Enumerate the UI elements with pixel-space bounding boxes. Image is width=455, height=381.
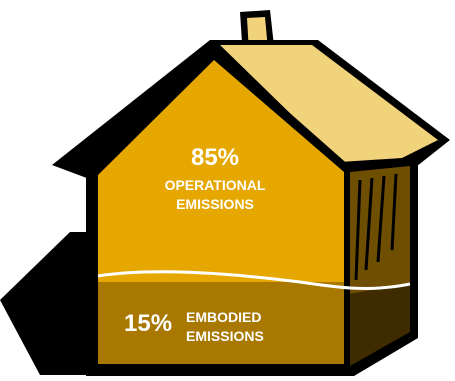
embodied-percent: 15% [124,310,173,337]
operational-label: OPERATIONAL EMISSIONS [130,176,300,214]
side-wall-lower [350,284,410,366]
front-wall-operational [98,60,344,282]
embodied-label-line1: EMBODIED [186,309,262,325]
operational-label-line1: OPERATIONAL [164,177,266,193]
embodied-label-line2: EMISSIONS [186,328,264,344]
operational-percent: 85% [190,144,240,171]
divider-line [97,270,411,290]
operational-label-line2: EMISSIONS [176,196,254,212]
side-wall-texture [354,173,398,281]
roof-side [220,45,438,162]
front-wall-embodied [98,282,344,364]
house-shadow [0,232,96,375]
embodied-label: EMBODIED EMISSIONS [186,308,306,346]
